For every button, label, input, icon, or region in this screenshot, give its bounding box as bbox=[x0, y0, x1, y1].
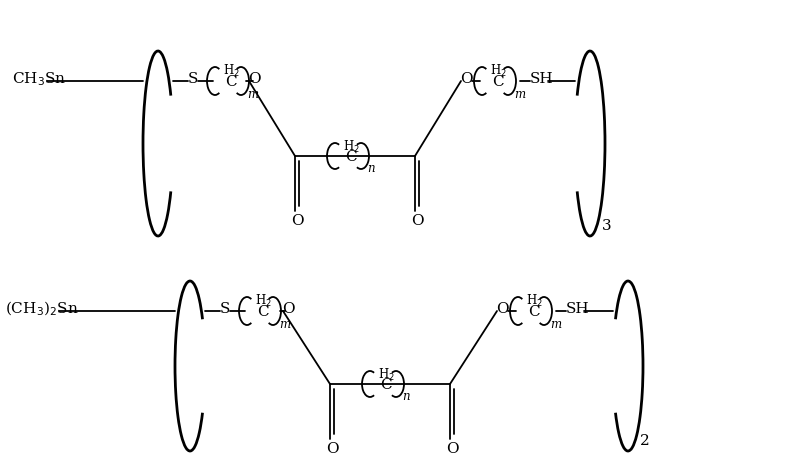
Text: C: C bbox=[380, 378, 392, 392]
Text: m: m bbox=[279, 317, 290, 330]
Text: O: O bbox=[291, 214, 304, 228]
Text: O: O bbox=[248, 72, 261, 86]
Text: 3: 3 bbox=[602, 219, 612, 233]
Text: H$_2$: H$_2$ bbox=[255, 293, 272, 309]
Text: n: n bbox=[402, 390, 410, 403]
Text: O: O bbox=[411, 214, 424, 228]
Text: C: C bbox=[492, 75, 504, 89]
Text: C: C bbox=[257, 305, 269, 319]
Text: O: O bbox=[326, 442, 338, 456]
Text: C: C bbox=[528, 305, 540, 319]
Text: H$_2$: H$_2$ bbox=[343, 139, 360, 155]
Text: 2: 2 bbox=[640, 434, 650, 448]
Text: CH$_3$Sn: CH$_3$Sn bbox=[12, 70, 66, 88]
Text: S: S bbox=[188, 72, 198, 86]
Text: C: C bbox=[225, 75, 237, 89]
Text: O: O bbox=[282, 302, 294, 316]
Text: (CH$_3$)$_2$Sn: (CH$_3$)$_2$Sn bbox=[5, 300, 78, 318]
Text: H$_2$: H$_2$ bbox=[490, 63, 507, 79]
Text: H$_2$: H$_2$ bbox=[526, 293, 543, 309]
Text: S: S bbox=[220, 302, 230, 316]
Text: n: n bbox=[367, 162, 374, 174]
Text: SH: SH bbox=[566, 302, 590, 316]
Text: H$_2$: H$_2$ bbox=[223, 63, 240, 79]
Text: O: O bbox=[496, 302, 509, 316]
Text: C: C bbox=[345, 150, 357, 164]
Text: O: O bbox=[446, 442, 458, 456]
Text: SH: SH bbox=[530, 72, 554, 86]
Text: O: O bbox=[460, 72, 473, 86]
Text: m: m bbox=[550, 317, 561, 330]
Text: m: m bbox=[514, 88, 525, 101]
Text: m: m bbox=[247, 88, 258, 101]
Text: H$_2$: H$_2$ bbox=[378, 367, 395, 383]
